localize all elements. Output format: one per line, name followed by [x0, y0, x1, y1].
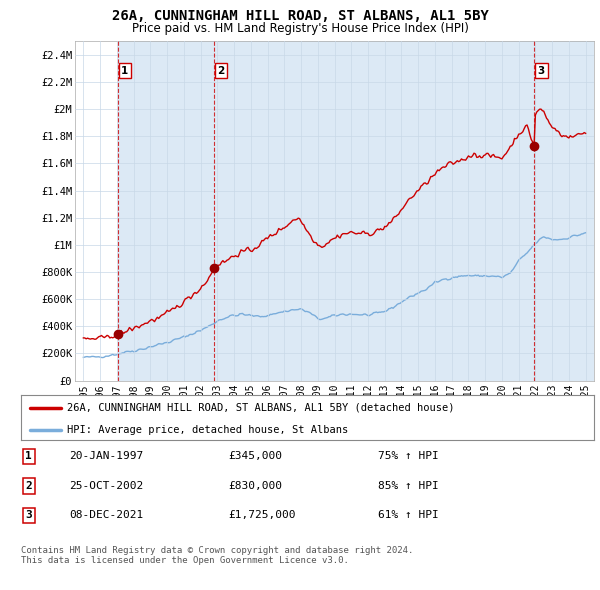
- Text: £1,725,000: £1,725,000: [228, 510, 296, 520]
- Text: 1: 1: [25, 451, 32, 461]
- Text: 25-OCT-2002: 25-OCT-2002: [69, 481, 143, 491]
- Text: 2: 2: [218, 65, 225, 76]
- Text: 26A, CUNNINGHAM HILL ROAD, ST ALBANS, AL1 5BY (detached house): 26A, CUNNINGHAM HILL ROAD, ST ALBANS, AL…: [67, 403, 454, 412]
- Text: HPI: Average price, detached house, St Albans: HPI: Average price, detached house, St A…: [67, 425, 348, 435]
- Bar: [535, 41, 594, 381]
- Text: 75% ↑ HPI: 75% ↑ HPI: [378, 451, 439, 461]
- Text: 3: 3: [538, 65, 545, 76]
- Text: 1: 1: [121, 65, 128, 76]
- Text: 20-JAN-1997: 20-JAN-1997: [69, 451, 143, 461]
- Text: £345,000: £345,000: [228, 451, 282, 461]
- Bar: [118, 41, 214, 381]
- Text: Contains HM Land Registry data © Crown copyright and database right 2024.
This d: Contains HM Land Registry data © Crown c…: [21, 546, 413, 565]
- Bar: [214, 41, 535, 381]
- Text: £830,000: £830,000: [228, 481, 282, 491]
- Text: 3: 3: [25, 510, 32, 520]
- Text: 08-DEC-2021: 08-DEC-2021: [69, 510, 143, 520]
- Text: 2: 2: [25, 481, 32, 491]
- Text: 26A, CUNNINGHAM HILL ROAD, ST ALBANS, AL1 5BY: 26A, CUNNINGHAM HILL ROAD, ST ALBANS, AL…: [112, 9, 488, 23]
- Text: 85% ↑ HPI: 85% ↑ HPI: [378, 481, 439, 491]
- Text: Price paid vs. HM Land Registry's House Price Index (HPI): Price paid vs. HM Land Registry's House …: [131, 22, 469, 35]
- Text: 61% ↑ HPI: 61% ↑ HPI: [378, 510, 439, 520]
